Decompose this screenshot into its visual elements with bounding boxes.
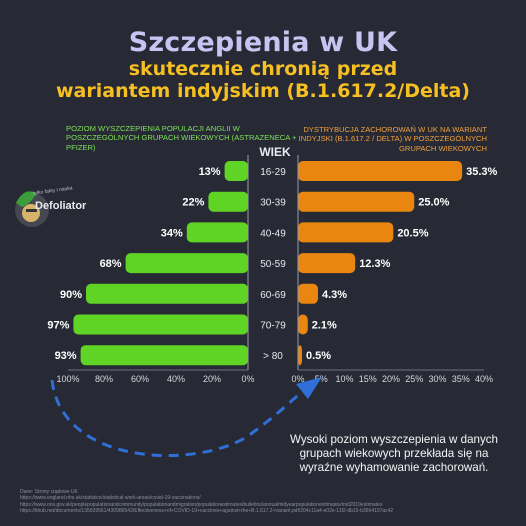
source-line: Dane: Strony rządowe UK: [20, 489, 78, 495]
age-category-label: > 80: [263, 351, 283, 362]
conclusion-note: Wysoki poziom wyszczepienia w danych gru…: [289, 433, 499, 475]
left-tick-label: 0%: [241, 374, 254, 384]
left-tick-label: 20%: [203, 374, 221, 384]
age-category-label: 40-49: [260, 228, 286, 239]
vaccination-value-label: 22%: [182, 197, 204, 209]
vaccination-value-label: 68%: [100, 258, 122, 270]
vaccination-value-label: 93%: [55, 350, 77, 362]
right-tick-label: 15%: [359, 374, 377, 384]
right-tick-label: 30%: [428, 374, 446, 384]
dashed-arrow: [50, 379, 303, 457]
infection-value-label: 35.3%: [466, 166, 497, 178]
right-tick-label: 5%: [315, 374, 328, 384]
vaccination-bar: [224, 161, 248, 181]
sources: Dane: Strony rządowe UK https://www.engl…: [20, 489, 510, 515]
left-tick-label: 100%: [56, 374, 79, 384]
left-tick-label: 40%: [167, 374, 185, 384]
infection-bar: [298, 253, 356, 274]
infection-bar: [298, 283, 318, 304]
infection-value-label: 20.5%: [397, 227, 428, 239]
vaccination-value-label: 97%: [47, 320, 69, 332]
logo-name: Defoliator: [35, 200, 87, 212]
age-category-label: 50-59: [260, 259, 286, 270]
vaccination-value-label: 90%: [60, 289, 82, 301]
age-category-labels: 16-29 30-39 40-49 50-59 60-69 70-79 > 80: [260, 167, 286, 362]
source-line: https://khub.net/documents/135939561/430…: [20, 508, 394, 515]
right-tick-label: 25%: [405, 374, 423, 384]
age-category-label: 16-29: [260, 167, 286, 178]
vaccination-bars: 13% 22% 34% 68% 90% 97% 93%: [47, 161, 249, 366]
age-category-label: 30-39: [260, 198, 286, 209]
right-tick-label: 20%: [382, 374, 400, 384]
infection-value-label: 12.3%: [359, 258, 390, 270]
source-line: https://www.ons.gov.uk/peoplepopulationa…: [20, 501, 383, 508]
infection-bar: [298, 161, 463, 181]
defoliator-logo: [2, 167, 72, 237]
vaccination-value-label: 34%: [161, 227, 183, 239]
infection-bars: 35.3% 25.0% 20.5% 12.3% 4.3% 2.1% 0.5%: [298, 161, 498, 366]
vaccination-bar: [73, 314, 249, 335]
infection-value-label: 25.0%: [418, 197, 449, 209]
vaccination-bar: [208, 191, 248, 212]
vaccination-bar: [86, 283, 248, 304]
infection-value-label: 0.5%: [306, 350, 331, 362]
vaccination-value-label: 13%: [199, 166, 221, 178]
chart-subtitle-line1: skutecznie chronią przed: [128, 58, 398, 80]
age-category-label: 70-79: [260, 321, 286, 332]
infection-bar: [298, 222, 394, 243]
chart-title: Szczepienia w UK: [128, 27, 398, 58]
vaccination-bar: [186, 222, 248, 243]
infection-value-label: 2.1%: [312, 320, 337, 332]
right-tick-label: 0%: [291, 374, 304, 384]
arrow-head-icon: [296, 377, 322, 399]
age-axis-title: WIEK: [259, 145, 291, 159]
infection-bar: [298, 314, 308, 335]
infection-value-label: 4.3%: [322, 289, 347, 301]
source-line: https://www.england.nhs.uk/statistics/st…: [20, 495, 201, 502]
right-chart-header: DYSTRYBUCJA ZACHOROWAŃ W UK NA WARIANT I…: [298, 125, 487, 153]
infection-bar: [298, 345, 302, 366]
left-chart-header: POZIOM WYSZCZEPIENIA POPULACJI ANGLII W …: [66, 124, 297, 152]
right-tick-label: 35%: [452, 374, 470, 384]
infection-bar: [298, 191, 415, 212]
vaccination-bar: [125, 253, 248, 274]
right-tick-label: 40%: [475, 374, 493, 384]
age-category-label: 60-69: [260, 290, 286, 301]
axis-ticks: 100% 80% 60% 40% 20% 0% 0% 5% 10% 15% 20% 25% 30% 35%…: [56, 155, 493, 384]
vaccination-bar: [80, 345, 248, 366]
right-tick-label: 10%: [335, 374, 353, 384]
left-tick-label: 80%: [95, 374, 113, 384]
left-tick-label: 60%: [131, 374, 149, 384]
chart-subtitle-line2: wariantem indyjskim (B.1.617.2/Delta): [55, 80, 470, 102]
